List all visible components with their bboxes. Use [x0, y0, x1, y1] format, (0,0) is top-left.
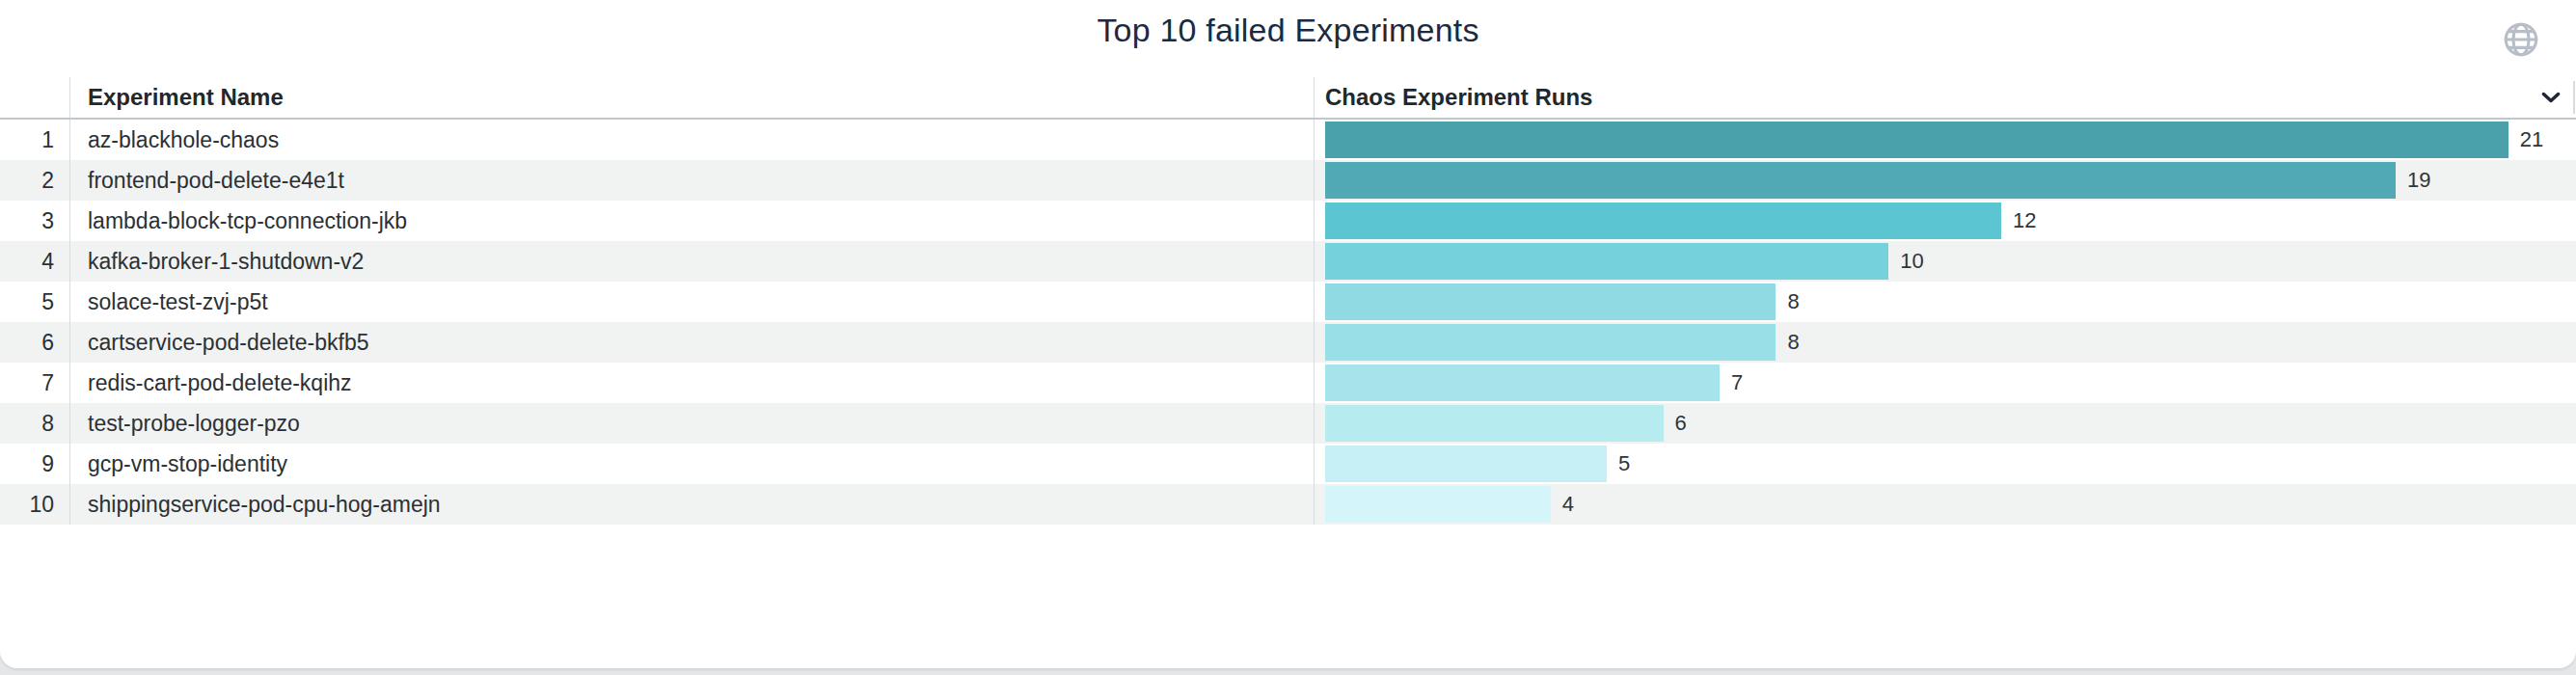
bar-value: 12	[2013, 208, 2036, 233]
bar-cell: 7	[1314, 363, 2576, 403]
column-resize-handle[interactable]	[2573, 81, 2575, 114]
row-rank: 5	[0, 282, 69, 322]
experiment-name: shippingservice-pod-cpu-hog-amejn	[69, 484, 1314, 525]
bar[interactable]	[1325, 284, 1776, 320]
table-row: 5 solace-test-zvj-p5t 8	[0, 282, 2576, 322]
experiments-table: Experiment Name Chaos Experiment Runs 1 …	[0, 77, 2576, 525]
bar-cell: 5	[1314, 444, 2576, 484]
experiment-name: solace-test-zvj-p5t	[69, 282, 1314, 322]
bar[interactable]	[1325, 243, 1888, 280]
bar-cell: 8	[1314, 282, 2576, 322]
experiment-name-column-header: Experiment Name	[69, 77, 1314, 118]
bar-cell: 21	[1314, 120, 2576, 160]
runs-column-header-label: Chaos Experiment Runs	[1325, 84, 1592, 111]
bar[interactable]	[1325, 405, 1664, 442]
row-rank: 8	[0, 403, 69, 444]
bar-cell: 8	[1314, 322, 2576, 363]
experiment-name: lambda-block-tcp-connection-jkb	[69, 201, 1314, 241]
bar[interactable]	[1325, 324, 1776, 361]
table-row: 8 test-probe-logger-pzo 6	[0, 403, 2576, 444]
bar[interactable]	[1325, 446, 1607, 482]
runs-column-header: Chaos Experiment Runs	[1314, 77, 2576, 118]
row-rank: 10	[0, 484, 69, 525]
bar-cell: 19	[1314, 160, 2576, 201]
experiment-name: gcp-vm-stop-identity	[69, 444, 1314, 484]
row-rank: 1	[0, 120, 69, 160]
globe-icon[interactable]	[2501, 19, 2541, 60]
table-row: 1 az-blackhole-chaos 21	[0, 120, 2576, 160]
row-rank: 4	[0, 241, 69, 282]
table-row: 2 frontend-pod-delete-e4e1t 19	[0, 160, 2576, 201]
bar-cell: 4	[1314, 484, 2576, 525]
bar-cell: 6	[1314, 403, 2576, 444]
bar-cell: 10	[1314, 241, 2576, 282]
row-rank: 2	[0, 160, 69, 201]
experiment-name: kafka-broker-1-shutdown-v2	[69, 241, 1314, 282]
table-row: 7 redis-cart-pod-delete-kqihz 7	[0, 363, 2576, 403]
bar-value: 21	[2520, 127, 2543, 152]
panel-title: Top 10 failed Experiments	[0, 12, 2576, 49]
bar-value: 19	[2407, 168, 2430, 193]
table-row: 6 cartservice-pod-delete-bkfb5 8	[0, 322, 2576, 363]
row-rank: 9	[0, 444, 69, 484]
bar-value: 7	[1731, 370, 1743, 395]
bar-value: 8	[1787, 289, 1799, 314]
bar[interactable]	[1325, 122, 2508, 158]
experiment-name: frontend-pod-delete-e4e1t	[69, 160, 1314, 201]
bar-value: 6	[1675, 411, 1687, 436]
table-row: 9 gcp-vm-stop-identity 5	[0, 444, 2576, 484]
chart-panel: Top 10 failed Experiments Experiment Nam…	[0, 0, 2576, 668]
table-row: 3 lambda-block-tcp-connection-jkb 12	[0, 201, 2576, 241]
bar-value: 8	[1787, 330, 1799, 355]
experiment-name: redis-cart-pod-delete-kqihz	[69, 363, 1314, 403]
row-rank: 6	[0, 322, 69, 363]
chevron-down-icon[interactable]	[2537, 84, 2564, 111]
bar[interactable]	[1325, 202, 2001, 239]
row-rank: 7	[0, 363, 69, 403]
row-rank: 3	[0, 201, 69, 241]
experiment-name: test-probe-logger-pzo	[69, 403, 1314, 444]
table-row: 10 shippingservice-pod-cpu-hog-amejn 4	[0, 484, 2576, 525]
bar[interactable]	[1325, 486, 1551, 523]
bar-value: 4	[1562, 492, 1574, 517]
table-row: 4 kafka-broker-1-shutdown-v2 10	[0, 241, 2576, 282]
bar-cell: 12	[1314, 201, 2576, 241]
experiment-name: az-blackhole-chaos	[69, 120, 1314, 160]
table-header: Experiment Name Chaos Experiment Runs	[0, 77, 2576, 120]
bar[interactable]	[1325, 162, 2396, 199]
bar[interactable]	[1325, 364, 1720, 401]
bar-value: 5	[1618, 451, 1630, 476]
bar-value: 10	[1900, 249, 1923, 274]
table-body: 1 az-blackhole-chaos 21 2 frontend-pod-d…	[0, 120, 2576, 525]
experiment-name: cartservice-pod-delete-bkfb5	[69, 322, 1314, 363]
rank-column-header	[0, 77, 69, 118]
